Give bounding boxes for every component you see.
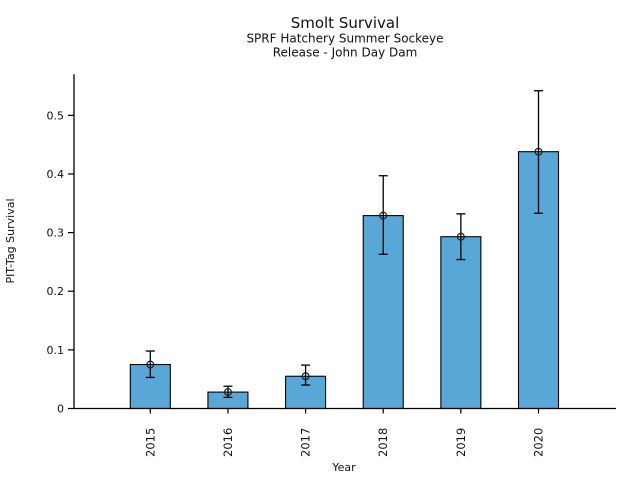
x-axis-label: Year [331,461,356,474]
x-tick-label-2020: 2020 [532,428,546,457]
x-tick-label-2017: 2017 [299,428,313,457]
chart-title: Smolt Survival [291,14,400,32]
y-tick-label-0.4: 0.4 [47,168,65,181]
chart-subtitle-line1: SPRF Hatchery Summer Sockeye [246,32,443,46]
y-tick-label-0.2: 0.2 [47,285,65,298]
point-marker-2018 [379,211,388,220]
x-tick-label-2016: 2016 [221,428,235,457]
x-tick-label-2015: 2015 [143,428,157,457]
bar-2019 [440,236,482,410]
point-marker-2015 [146,360,155,369]
point-marker-2017 [301,372,310,381]
point-marker-2019 [456,232,465,241]
y-axis-label: PIT-Tag Survival [4,198,17,283]
chart-subtitle-line2: Release - John Day Dam [273,46,418,60]
point-marker-2020 [534,147,543,156]
plot-area: 0 0.1 0.2 0.3 0.4 0.5 2015 2016 2017 2018 2019 2020 [47,74,616,457]
y-tick-label-0.3: 0.3 [47,227,65,240]
y-tick-label-0: 0 [57,403,64,416]
x-tick-label-2019: 2019 [454,428,468,457]
y-tick-label-0.1: 0.1 [47,344,65,357]
y-tick-label-0.5: 0.5 [47,109,65,122]
x-tick-label-2018: 2018 [376,428,390,457]
point-marker-2016 [223,388,232,397]
